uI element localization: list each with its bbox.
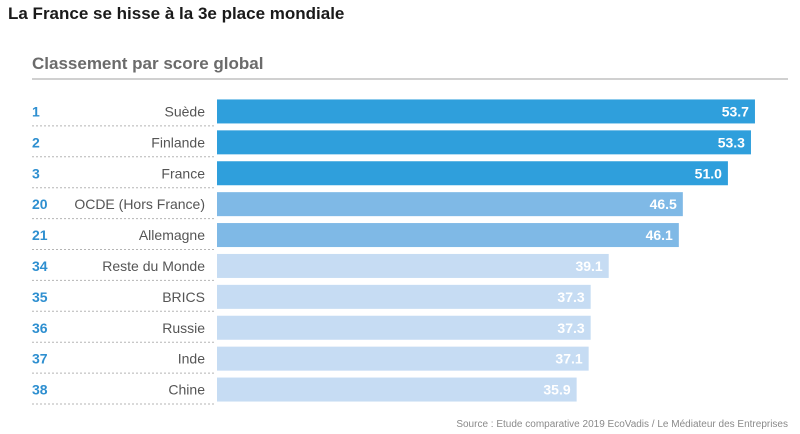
bar	[217, 284, 591, 309]
value-label: 51.0	[695, 165, 722, 181]
rank-label: 20	[32, 196, 48, 212]
bar	[217, 253, 609, 278]
category-label: Suède	[165, 103, 206, 119]
rank-label: 34	[32, 258, 48, 274]
value-label: 37.1	[555, 351, 582, 367]
bar	[217, 377, 577, 402]
category-label: Chine	[168, 382, 205, 398]
rank-label: 2	[32, 134, 40, 150]
category-label: Finlande	[151, 134, 205, 150]
bar	[217, 315, 591, 340]
value-label: 46.5	[650, 196, 677, 212]
rank-label: 1	[32, 103, 40, 119]
value-label: 53.7	[722, 103, 749, 119]
rank-label: 35	[32, 289, 48, 305]
category-label: BRICS	[162, 289, 205, 305]
category-label: OCDE (Hors France)	[74, 196, 205, 212]
bar	[217, 161, 728, 186]
chart-title: Classement par score global	[32, 54, 264, 73]
category-label: France	[161, 165, 205, 181]
bar	[217, 130, 751, 155]
value-label: 35.9	[543, 382, 570, 398]
rank-label: 37	[32, 351, 48, 367]
source-note: Source : Etude comparative 2019 EcoVadis…	[456, 419, 788, 430]
title-divider	[32, 78, 788, 80]
value-label: 53.3	[718, 134, 745, 150]
bar	[217, 99, 755, 124]
chart-card: Classement par score global 1 Suède 53.7 2 F…	[8, 36, 800, 434]
rank-label: 3	[32, 165, 40, 181]
rank-label: 21	[32, 227, 48, 243]
value-label: 39.1	[575, 258, 602, 274]
rank-label: 36	[32, 320, 48, 336]
bar	[217, 346, 589, 371]
value-label: 46.1	[646, 227, 673, 243]
value-label: 37.3	[557, 320, 584, 336]
page-title: La France se hisse à la 3e place mondial…	[8, 4, 345, 23]
bar-chart: 1 Suède 53.7 2 Finlande 53.3 3 France 51.0 20 OCDE…	[32, 99, 755, 405]
category-label: Inde	[178, 351, 205, 367]
bar	[217, 223, 679, 248]
category-label: Reste du Monde	[102, 258, 205, 274]
rank-label: 38	[32, 382, 48, 398]
category-label: Russie	[162, 320, 205, 336]
category-label: Allemagne	[139, 227, 205, 243]
value-label: 37.3	[557, 289, 584, 305]
bar	[217, 192, 683, 217]
